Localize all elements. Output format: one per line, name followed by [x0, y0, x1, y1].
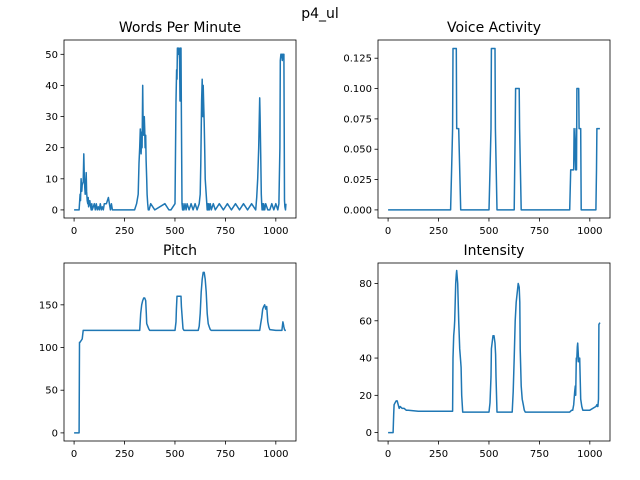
wpm-xtick-label: 1000: [263, 226, 288, 237]
intensity-ytick-label: 80: [359, 279, 372, 290]
voice-activity-ytick-label: 0.075: [343, 114, 372, 125]
voice-activity-xtick-label: 500: [479, 226, 498, 237]
wpm-title: Words Per Minute: [119, 20, 241, 36]
voice-activity-panel: Voice Activity 0 250 500 750 1000 0.000 0.025 0…: [343, 20, 611, 237]
pitch-ytick-label: 50: [45, 386, 58, 397]
voice-activity-ytick-label: 0.100: [343, 84, 372, 95]
voice-activity-xtick-label: 0: [385, 226, 391, 237]
pitch-ytick-label: 150: [39, 300, 58, 311]
intensity-series-line-0: [388, 269, 601, 434]
pitch-xtick-label: 0: [71, 449, 77, 460]
intensity-xtick-label: 750: [530, 449, 549, 460]
wpm-xtick-label: 500: [165, 226, 184, 237]
intensity-ytick-label: 60: [359, 316, 372, 327]
voice-activity-xtick-label: 750: [530, 226, 549, 237]
intensity-xtick-label: 500: [479, 449, 498, 460]
pitch-series-line-0: [74, 271, 286, 434]
wpm-xtick-label: 750: [216, 226, 235, 237]
intensity-xtick-label: 250: [429, 449, 448, 460]
pitch-ytick-label: 100: [39, 343, 58, 354]
pitch-xtick-label: 1000: [263, 449, 288, 460]
intensity-xtick-label: 0: [385, 449, 391, 460]
pitch-axes-frame: [63, 262, 297, 442]
wpm-ytick-label: 30: [45, 112, 58, 123]
wpm-xtick-label: 0: [71, 226, 77, 237]
voice-activity-title: Voice Activity: [447, 20, 541, 36]
pitch-xtick-label: 750: [216, 449, 235, 460]
wpm-ytick-label: 20: [45, 143, 58, 154]
intensity-title: Intensity: [464, 243, 525, 259]
intensity-ytick-label: 40: [359, 354, 372, 365]
wpm-panel: Words Per Minute 0 250 500 750 1000 0 10 20 30 40…: [45, 20, 297, 237]
voice-activity-xtick-label: 250: [429, 226, 448, 237]
wpm-xtick-label: 250: [115, 226, 134, 237]
voice-activity-axes-frame: [377, 39, 611, 219]
intensity-axes-frame: [377, 262, 611, 442]
voice-activity-xtick-label: 1000: [577, 226, 602, 237]
voice-activity-ytick-label: 0.000: [343, 205, 372, 216]
intensity-panel: Intensity 0 250 500 750 1000 0 20 40 60 80: [359, 243, 611, 460]
pitch-ytick-label: 0: [52, 428, 58, 439]
wpm-series-line-0: [74, 47, 287, 211]
voice-activity-ytick-label: 0.025: [343, 175, 372, 186]
intensity-xtick-label: 1000: [577, 449, 602, 460]
figure-suptitle: p4_ul: [301, 6, 339, 22]
wpm-ytick-label: 0: [52, 205, 58, 216]
voice-activity-ytick-label: 0.050: [343, 145, 372, 156]
wpm-ytick-label: 10: [45, 174, 58, 185]
intensity-ytick-label: 0: [366, 428, 372, 439]
voice-activity-series-line-0: [388, 47, 601, 211]
pitch-title: Pitch: [163, 243, 197, 259]
voice-activity-ytick-label: 0.125: [343, 54, 372, 65]
pitch-xtick-label: 250: [115, 449, 134, 460]
wpm-axes-frame: [63, 39, 297, 219]
wpm-ytick-label: 50: [45, 50, 58, 61]
wpm-ytick-label: 40: [45, 81, 58, 92]
pitch-panel: Pitch 0 250 500 750 1000 0 50 100 150: [39, 243, 297, 460]
pitch-xtick-label: 500: [165, 449, 184, 460]
intensity-ytick-label: 20: [359, 391, 372, 402]
